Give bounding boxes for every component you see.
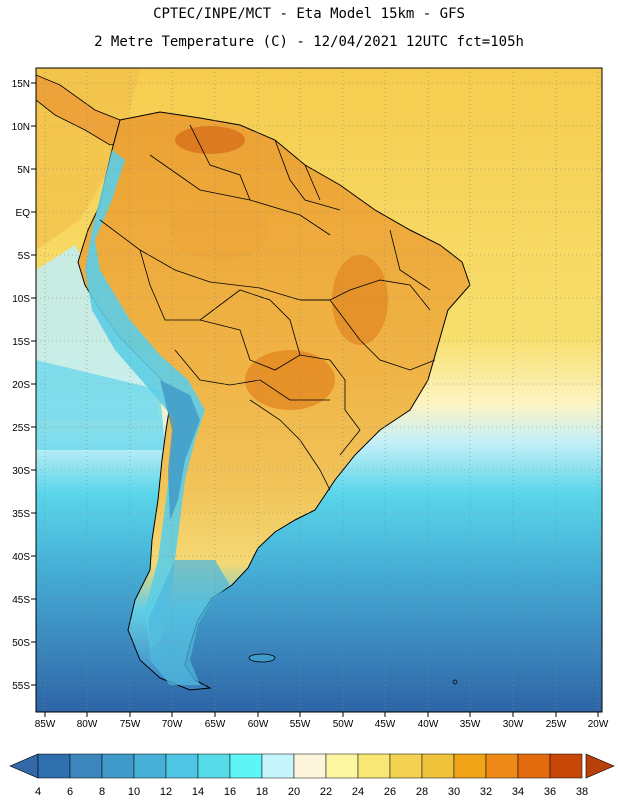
lat-label: 25S [12,423,30,434]
colorbar-cell [421,753,455,779]
longitude-labels: 85W 80W 75W 70W 65W 60W 55W 50W 45W 40W … [35,719,609,730]
lon-label: 70W [162,719,183,730]
lon-label: 60W [248,719,269,730]
colorbar-high-arrow [585,753,615,779]
colorbar-label: 24 [352,786,364,798]
lon-label: 35W [460,719,481,730]
lon-label: 65W [205,719,226,730]
graticule [36,68,602,712]
colorbar-cell [517,753,551,779]
colorbar-label: 36 [544,786,556,798]
patagonia-cold [148,560,230,685]
warm-zone-amazon [170,200,270,260]
colorbar-cell [133,753,167,779]
colorbar-label: 32 [480,786,492,798]
colorbar-cell [293,753,327,779]
lat-label: 5N [17,165,30,176]
colorbar-label: 14 [192,786,204,798]
andes-coldest [160,380,200,520]
colorbar-label: 6 [67,786,73,798]
lat-label: EQ [16,208,31,219]
ticks [31,82,599,717]
colorbar-label: 34 [512,786,524,798]
colorbar-cell [197,753,231,779]
colorbar-cells [37,753,583,779]
hot-zone-venezuela [175,126,245,154]
hot-zone-chaco [245,350,335,410]
lon-label: 75W [120,719,141,730]
lat-label: 15S [12,337,30,348]
colorbar-low-arrow [9,753,39,779]
colorbar-cell [357,753,391,779]
falkland-islands [248,653,276,663]
colorbar-cell [69,753,103,779]
lat-label: 40S [12,552,30,563]
colorbar-cell [101,753,135,779]
colorbar-cell [229,753,263,779]
lon-label: 30W [503,719,524,730]
lon-label: 40W [418,719,439,730]
colorbar-cell [485,753,519,779]
lon-label: 20W [588,719,609,730]
colorbar-label: 4 [35,786,41,798]
pacific-cold-band [36,360,165,450]
colorbar-label: 28 [416,786,428,798]
lat-label: 45S [12,595,30,606]
colorbar-cell [37,753,71,779]
lat-label: 10S [12,294,30,305]
lat-label: 50S [12,638,30,649]
colorbar-label: 10 [128,786,140,798]
colorbar-label: 38 [576,786,588,798]
colorbar-labels: 4 6 8 10 12 14 16 18 20 22 24 26 28 30 3… [35,786,588,798]
lat-label: 35S [12,509,30,520]
lon-label: 80W [77,719,98,730]
map-title-line-1: CPTEC/INPE/MCT - Eta Model 15km - GFS [153,6,465,22]
andes-cold-strip [85,150,205,650]
colorbar-label: 30 [448,786,460,798]
lat-label: 30S [12,466,30,477]
latitude-labels: 15N 10N 5N EQ 5S 10S 15S 20S 25S 30S 35S… [12,79,31,692]
lat-label: 10N [12,122,30,133]
colorbar-label: 18 [256,786,268,798]
lat-label: 20S [12,380,30,391]
colorbar-label: 20 [288,786,300,798]
lat-label: 15N [12,79,30,90]
country-borders [99,124,436,491]
colorbar-cell [261,753,295,779]
lon-label: 45W [375,719,396,730]
colorbar-label: 26 [384,786,396,798]
small-island [452,679,458,685]
lon-label: 25W [546,719,567,730]
colorbar-cell [325,753,359,779]
colorbar-cell [453,753,487,779]
colorbar-label: 22 [320,786,332,798]
map-title-line-2: 2 Metre Temperature (C) - 12/04/2021 12U… [94,34,524,50]
colorbar-cell [389,753,423,779]
colorbar-cell [549,753,583,779]
colorbar-cell [165,753,199,779]
lon-label: 85W [35,719,56,730]
colorbar-label: 12 [160,786,172,798]
lon-label: 50W [333,719,354,730]
colorbar: 4 6 8 10 12 14 16 18 20 22 24 26 28 30 3… [9,753,615,798]
hot-zone-central-brazil [332,255,388,345]
lon-label: 55W [290,719,311,730]
map-frame [35,67,603,713]
colorbar-label: 8 [99,786,105,798]
lat-label: 5S [18,251,31,262]
colorbar-label: 16 [224,786,236,798]
lat-label: 55S [12,681,30,692]
